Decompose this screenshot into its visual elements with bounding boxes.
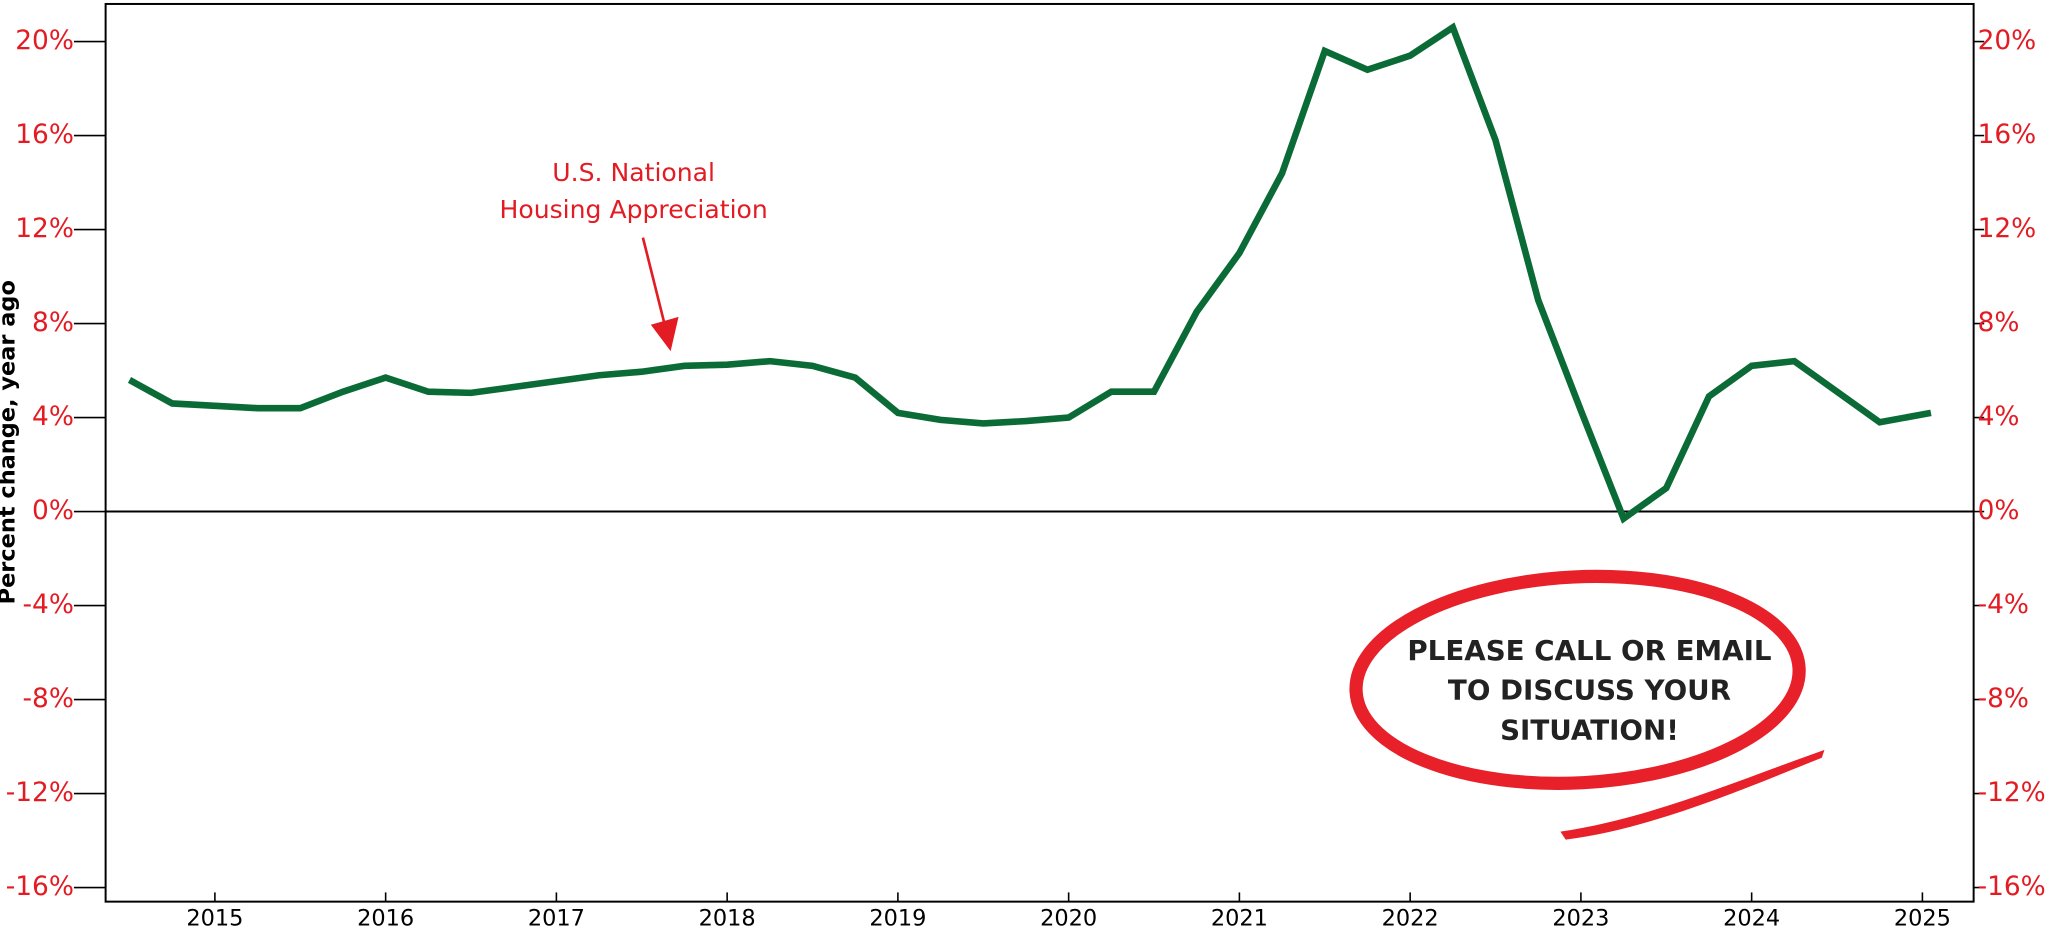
y-tick-label: -4% [23,589,74,620]
annotation: U.S. National [552,158,715,187]
y2-tick-label: 4% [1978,401,2020,432]
data-line [127,22,1932,524]
y-tick-label: -12% [6,777,74,808]
y2-tick-label: 20% [1978,25,2037,56]
plot-frame [104,2,1975,903]
y-tick-label: 4% [32,401,74,432]
y2-tick-label: -4% [1978,589,2029,620]
y-tick-label: 8% [32,307,74,338]
y-tick-label: 12% [15,213,74,244]
y-tick-label: 16% [15,119,74,150]
x-tick-label: 2016 [357,905,414,931]
y-tick-label: 0% [32,495,74,526]
x-tick-label: 2015 [186,905,243,931]
y-tick-label: -8% [23,683,74,714]
x-tick-label: 2021 [1211,905,1268,931]
y-tick-label: 20% [15,25,74,56]
callout-text: PLEASE CALL OR EMAIL [1407,634,1771,667]
annotation-arrow [641,237,668,333]
y2-tick-label: 0% [1978,495,2020,526]
y2-tick-label: -16% [1978,871,2046,902]
x-tick-label: 2024 [1723,905,1780,931]
y2-tick-label: -12% [1978,777,2046,808]
x-tick-label: 2025 [1894,905,1951,931]
x-tick-label: 2017 [528,905,585,931]
y2-tick-label: -8% [1978,683,2029,714]
y-axis-label: Percent change, year ago [0,280,20,604]
annotation: Housing Appreciation [500,195,768,224]
callout-circle [1349,569,1806,790]
x-tick-label: 2019 [869,905,926,931]
callout-text: SITUATION! [1500,713,1679,746]
x-tick-label: 2022 [1382,905,1439,931]
x-tick-label: 2023 [1552,905,1609,931]
annotation-arrowhead [650,316,679,352]
callout-text: TO DISCUSS YOUR [1448,674,1731,707]
y2-tick-label: 16% [1978,119,2037,150]
x-tick-label: 2020 [1040,905,1097,931]
y2-tick-label: 8% [1978,307,2020,338]
y2-tick-label: 12% [1978,213,2037,244]
y-tick-label: -16% [6,871,74,902]
x-tick-label: 2018 [699,905,756,931]
callout-swoosh [1560,749,1825,840]
